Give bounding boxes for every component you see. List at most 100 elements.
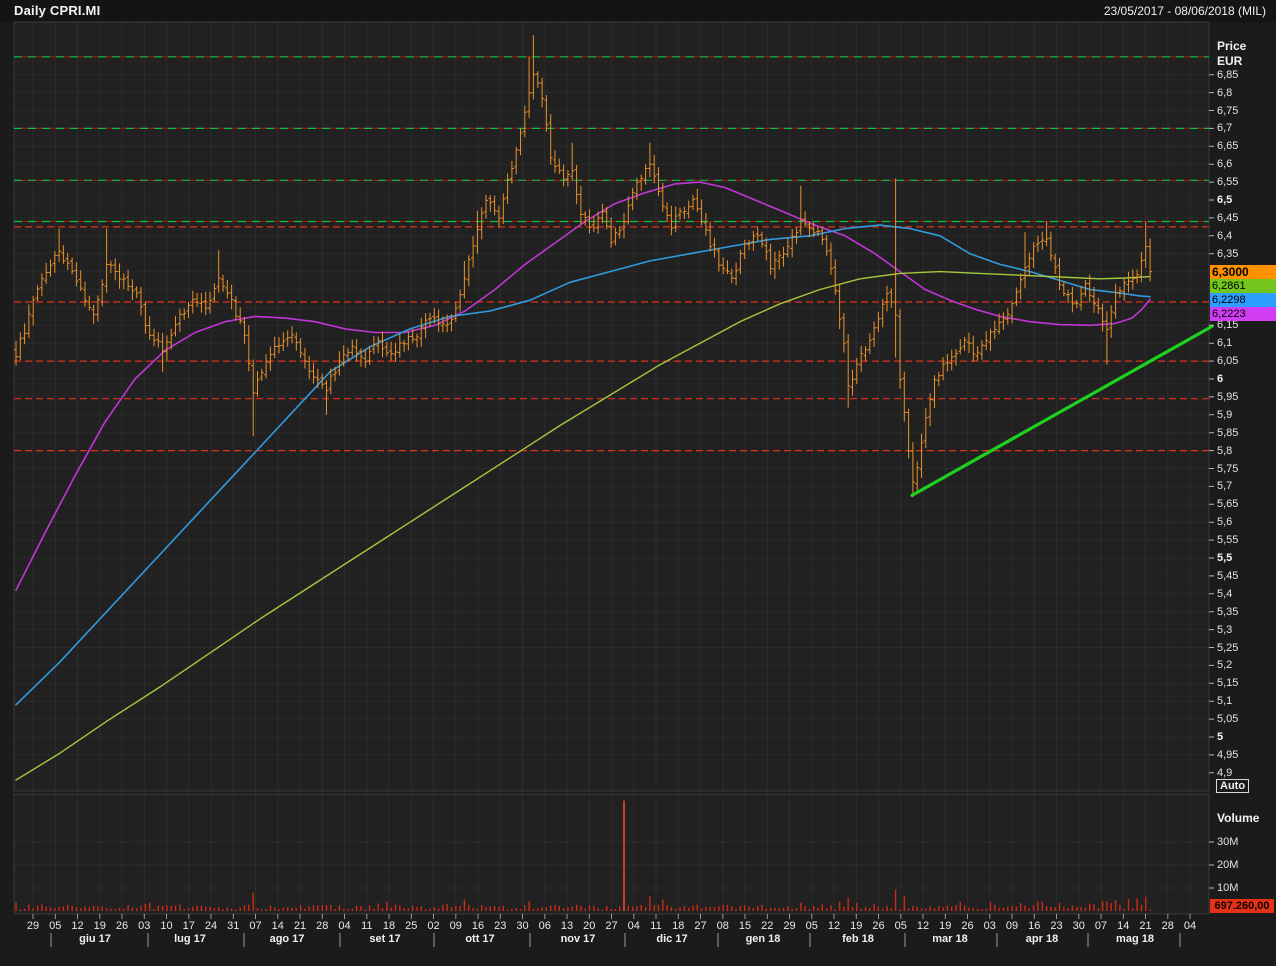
axis-tick-marks [1209, 74, 1214, 889]
price-tick-label: 5,95 [1217, 390, 1239, 403]
price-tick-label: 6,85 [1217, 68, 1239, 81]
price-tick-label: 5,45 [1217, 569, 1239, 582]
date-axis-day-label: 29 [26, 920, 40, 932]
date-axis-day-label: 17 [182, 920, 195, 932]
date-axis-day-label: 21 [293, 920, 307, 932]
date-axis-day-label: 09 [1005, 920, 1019, 932]
date-axis-day-label: 26 [115, 920, 129, 932]
ohlc-price-bars [14, 35, 1153, 498]
date-axis-month-label: set 17 [369, 933, 401, 945]
date-axis-day-label: 18 [672, 920, 685, 932]
date-axis-day-label: 02 [427, 920, 440, 932]
price-tick-label: 5,5 [1217, 552, 1233, 564]
date-axis-day-label: 12 [71, 920, 84, 932]
price-tick-label: 5,15 [1217, 677, 1239, 690]
date-axis-month-label: giu 17 [79, 933, 111, 945]
price-tick-label: 6,4 [1217, 229, 1233, 242]
date-axis-day-label: 06 [538, 920, 551, 932]
date-axis-day-label: 27 [605, 920, 618, 932]
date-axis-day-label: 07 [1094, 920, 1108, 932]
date-axis-month-label: mag 18 [1116, 933, 1154, 945]
date-axis-day-label: 18 [382, 920, 396, 932]
date-axis-day-label: 07 [249, 920, 262, 932]
date-axis-day-label: 05 [805, 920, 818, 932]
price-tick-label: 6,5 [1217, 194, 1233, 206]
date-axis-day-label: 19 [850, 920, 863, 932]
date-axis-day-label: 26 [872, 920, 885, 932]
chart-title: Daily CPRI.MI [14, 3, 101, 18]
volume-pane-background [13, 793, 1210, 915]
volume-tick-label: 10M [1217, 882, 1239, 894]
price-tick-label: 5,75 [1217, 462, 1239, 475]
date-axis-day-label: 11 [650, 920, 662, 932]
price-tick-label: 5,35 [1217, 605, 1239, 618]
current-value-badge: 6,2298 [1210, 293, 1276, 307]
price-tick-label: 6,1 [1217, 337, 1233, 350]
ma-yellowgreen-line [15, 270, 1151, 781]
date-axis-tick-marks [32, 914, 1191, 947]
price-tick-label: 6,15 [1217, 319, 1239, 332]
date-axis-day-label: 04 [338, 920, 351, 932]
date-axis-month-label: lug 17 [174, 933, 206, 945]
price-tick-label: 5,4 [1217, 587, 1233, 600]
date-axis-day-label: 20 [583, 920, 596, 932]
volume-gridlines [14, 841, 1209, 889]
date-axis-day-label: 09 [449, 920, 462, 932]
date-axis-day-label: 15 [738, 920, 752, 932]
price-tick-label: 5,05 [1217, 713, 1239, 726]
date-axis-day-label: 08 [716, 920, 729, 932]
date-axis-day-label: 25 [405, 920, 418, 932]
date-axis-month-label: dic 17 [656, 933, 688, 945]
date-axis-day-label: 23 [494, 920, 507, 932]
date-axis-day-label: 28 [316, 920, 329, 932]
price-tick-label: 6,8 [1217, 86, 1233, 99]
trendline [910, 324, 1214, 497]
price-tick-label: 5,7 [1217, 480, 1233, 493]
vertical-gridlines [32, 22, 1191, 914]
price-tick-label: 5,2 [1217, 659, 1233, 672]
date-axis-day-label: 26 [961, 920, 974, 932]
chart-date-range: 23/05/2017 - 08/06/2018 (MIL) [1103, 4, 1266, 18]
date-axis-day-label: 14 [271, 920, 284, 932]
price-tick-label: 6,6 [1217, 158, 1233, 171]
price-tick-label: 4,95 [1217, 748, 1239, 761]
volume-last-value-badge: 697.260,00 [1210, 899, 1274, 913]
volume-axis-title: Volume [1217, 811, 1260, 825]
date-axis-day-label: 21 [1139, 920, 1152, 932]
price-axis-unit: EUR [1217, 54, 1243, 68]
date-axis-day-label: 30 [1072, 920, 1085, 932]
date-axis-month-label: mar 18 [932, 933, 968, 945]
price-tick-label: 6,7 [1217, 122, 1233, 135]
ma-magenta-line [15, 181, 1151, 592]
price-pane-background [13, 21, 1210, 792]
date-axis-day-label: 16 [1028, 920, 1041, 932]
price-tick-label: 6,45 [1217, 211, 1239, 224]
date-axis-day-label: 05 [894, 920, 907, 932]
auto-scale-button[interactable]: Auto [1216, 779, 1250, 793]
date-axis-day-label: 30 [516, 920, 529, 932]
date-axis-month-label: ott 17 [465, 933, 495, 945]
date-axis-month-label: ago 17 [269, 933, 305, 945]
price-tick-label: 6,75 [1217, 104, 1239, 117]
price-tick-label: 5 [1217, 731, 1224, 743]
date-axis-month-label: nov 17 [560, 933, 596, 945]
date-axis-day-label: 12 [916, 920, 930, 932]
date-axis-day-label: 24 [204, 920, 218, 932]
date-axis-day-label: 12 [827, 920, 841, 932]
date-axis-day-label: 19 [93, 920, 106, 932]
price-tick-label: 5,1 [1217, 695, 1233, 708]
price-tick-label: 5,9 [1217, 408, 1233, 421]
date-axis-month-label: apr 18 [1025, 933, 1059, 945]
price-tick-label: 5,8 [1217, 444, 1233, 457]
price-tick-label: 6,35 [1217, 247, 1239, 260]
current-value-badge: 6,3000 [1210, 265, 1276, 279]
volume-tick-label: 20M [1217, 859, 1239, 871]
price-tick-label: 5,25 [1217, 641, 1239, 654]
date-axis-day-label: 05 [49, 920, 62, 932]
current-value-badge: 6,2861 [1210, 279, 1276, 293]
date-axis-day-label: 28 [1161, 920, 1174, 932]
price-tick-label: 6,05 [1217, 355, 1239, 368]
price-axis-title: Price [1217, 39, 1247, 53]
